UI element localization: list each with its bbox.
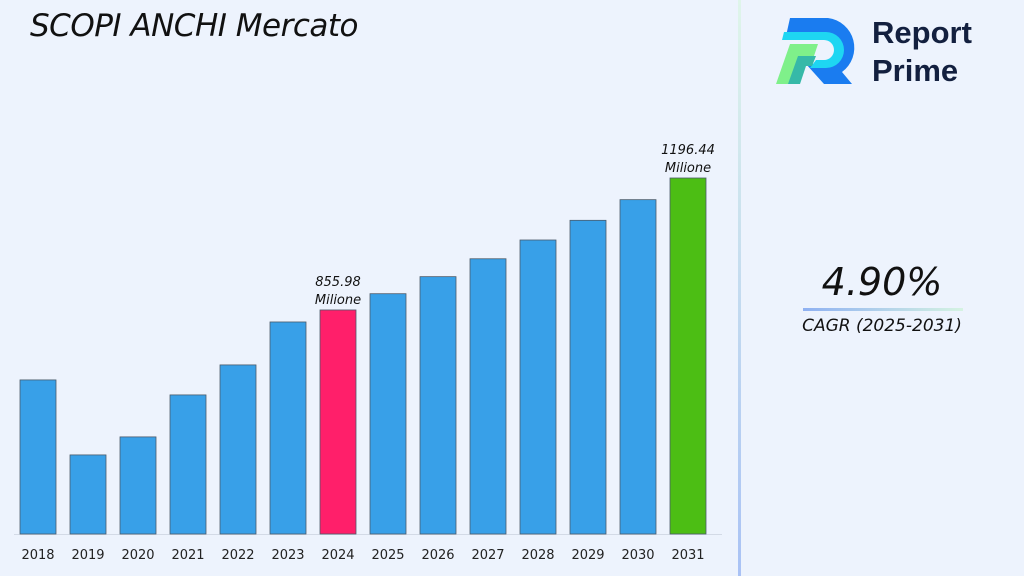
x-tick-label-2030: 2030 <box>621 548 654 563</box>
x-tick-label-2022: 2022 <box>221 548 254 563</box>
cagr-underline <box>803 308 963 311</box>
logo-line-2: Prime <box>872 53 959 88</box>
bar-2022 <box>219 364 257 535</box>
bar-2021 <box>169 394 207 535</box>
bar-2024 <box>319 309 357 535</box>
data-label-value-2024: 855.98 <box>315 275 361 290</box>
x-tick-label-2021: 2021 <box>171 548 204 563</box>
bar-2019 <box>69 454 107 535</box>
logo-text: Report Prime <box>872 14 972 90</box>
x-tick-label-2031: 2031 <box>671 548 704 563</box>
bar-2025 <box>369 293 407 535</box>
bar-2026 <box>419 276 457 535</box>
bar-2029 <box>569 219 607 535</box>
bar-chart: 2018 2019 2020 2021 2022 2023 2024 2025 2026 2027… <box>14 143 722 563</box>
bar-2020 <box>119 436 157 535</box>
bar-2031 <box>669 177 707 535</box>
x-tick-label-2027: 2027 <box>471 548 504 563</box>
x-tick-label-2020: 2020 <box>121 548 154 563</box>
bar-2023 <box>269 321 307 535</box>
cagr-label: CAGR (2025-2031) <box>802 316 962 336</box>
logo-line-1: Report <box>872 15 972 50</box>
divider <box>738 0 741 576</box>
chart-title: SCOPI ANCHI Mercato <box>30 8 359 44</box>
bar-2030 <box>619 199 657 535</box>
x-tick-label-2026: 2026 <box>421 548 454 563</box>
bar-2018 <box>19 379 57 535</box>
x-tick-label-2018: 2018 <box>21 548 54 563</box>
x-tick-label-2019: 2019 <box>71 548 104 563</box>
x-tick-label-2023: 2023 <box>271 548 304 563</box>
bar-2028 <box>519 239 557 535</box>
data-label-unit-2031: Milione <box>665 161 711 176</box>
report-prime-logo-icon <box>776 18 855 84</box>
x-tick-label-2024: 2024 <box>321 548 354 563</box>
data-label-unit-2024: Milione <box>315 293 361 308</box>
data-label-value-2031: 1196.44 <box>661 143 715 158</box>
x-tick-label-2029: 2029 <box>571 548 604 563</box>
cagr-value: 4.90% <box>821 260 943 304</box>
bar-2027 <box>469 258 507 535</box>
x-tick-label-2025: 2025 <box>371 548 404 563</box>
x-tick-label-2028: 2028 <box>521 548 554 563</box>
